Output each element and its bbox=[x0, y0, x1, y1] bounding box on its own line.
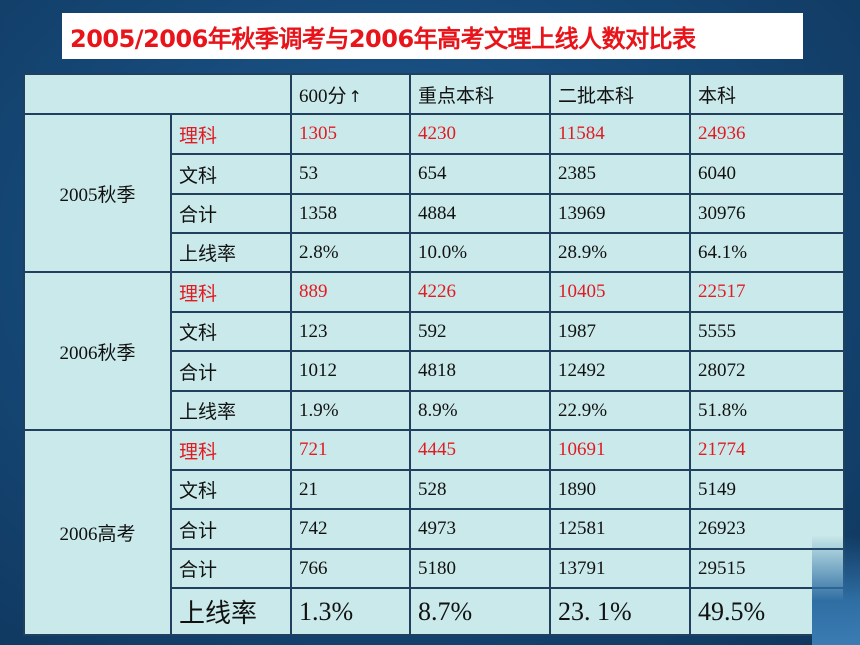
table-cell: 8.9% bbox=[409, 390, 551, 431]
table-cell: 4884 bbox=[409, 193, 551, 234]
table-cell: 21 bbox=[290, 469, 411, 510]
table-row: 上线率 2.8% 10.0% 28.9% 64.1% bbox=[24, 232, 845, 273]
table-cell: 10405 bbox=[549, 271, 691, 313]
table-cell: 28.9% bbox=[549, 232, 691, 273]
table-cell: 592 bbox=[409, 311, 551, 352]
header-key-undergrad: 重点本科 bbox=[409, 73, 551, 115]
header-undergrad: 本科 bbox=[689, 73, 845, 115]
table-row: 2006高考 理科 721 4445 10691 21774 bbox=[23, 429, 845, 636]
table-row: 合计 1358 4884 13969 30976 bbox=[24, 193, 845, 234]
row-label: 上线率 bbox=[170, 232, 292, 273]
table-cell: 5180 bbox=[409, 548, 551, 589]
table-cell: 889 bbox=[290, 271, 411, 313]
table-cell: 53 bbox=[290, 153, 411, 195]
table-row: 2006秋季 理科 889 4226 10405 22517 bbox=[23, 271, 845, 431]
comparison-table: 600分 ↑ 重点本科 二批本科 本科 2005秋季 理科 1305 4230 1… bbox=[23, 73, 845, 636]
title-banner: 2005/2006年秋季调考与2006年高考文理上线人数对比表 bbox=[62, 13, 803, 59]
header-600-cell: 600分 ↑ bbox=[290, 73, 411, 115]
row-label: 理科 bbox=[170, 113, 292, 155]
table-cell: 2385 bbox=[549, 153, 691, 195]
row-label: 合计 bbox=[170, 350, 292, 392]
table-cell: 28072 bbox=[689, 350, 845, 392]
table-cell: 4226 bbox=[409, 271, 551, 313]
table-cell: 11584 bbox=[549, 113, 691, 155]
row-label: 合计 bbox=[170, 508, 292, 550]
table-cell: 4973 bbox=[409, 508, 551, 550]
table-row: 合计 766 5180 13791 29515 bbox=[24, 548, 845, 589]
table-cell: 23. 1% bbox=[549, 587, 691, 636]
group-label: 2006高考 bbox=[23, 429, 172, 636]
row-label: 文科 bbox=[170, 311, 292, 352]
table-cell: 766 bbox=[290, 548, 411, 589]
row-label: 合计 bbox=[170, 193, 292, 234]
table-cell: 1305 bbox=[290, 113, 411, 155]
table-cell: 742 bbox=[290, 508, 411, 550]
table-cell: 1987 bbox=[549, 311, 691, 352]
header-second-batch: 二批本科 bbox=[549, 73, 691, 115]
table-row: 上线率 1.9% 8.9% 22.9% 51.8% bbox=[24, 390, 845, 431]
row-label: 上线率 bbox=[170, 390, 292, 431]
table-cell: 4230 bbox=[409, 113, 551, 155]
table-row: 上线率 1.3% 8.7% 23. 1% 49.5% bbox=[24, 587, 845, 636]
table-cell: 22.9% bbox=[549, 390, 691, 431]
table-cell: 51.8% bbox=[689, 390, 845, 431]
table-row: 文科 123 592 1987 5555 bbox=[24, 311, 845, 352]
row-label: 理科 bbox=[170, 429, 292, 471]
table-cell: 123 bbox=[290, 311, 411, 352]
table-cell: 8.7% bbox=[409, 587, 551, 636]
table-cell: 30976 bbox=[689, 193, 845, 234]
table-cell: 1.9% bbox=[290, 390, 411, 431]
table-cell: 13969 bbox=[549, 193, 691, 234]
group-label: 2005秋季 bbox=[23, 113, 172, 273]
table-cell: 10.0% bbox=[409, 232, 551, 273]
table-cell: 24936 bbox=[689, 113, 845, 155]
table-cell: 6040 bbox=[689, 153, 845, 195]
table-cell: 64.1% bbox=[689, 232, 845, 273]
table-cell: 5555 bbox=[689, 311, 845, 352]
table-row: 合计 742 4973 12581 26923 bbox=[24, 508, 845, 550]
row-label: 文科 bbox=[170, 153, 292, 195]
table-cell: 1.3% bbox=[290, 587, 411, 636]
table-cell: 1012 bbox=[290, 350, 411, 392]
header-corner-cell bbox=[23, 73, 292, 115]
table-cell: 12492 bbox=[549, 350, 691, 392]
table-cell: 654 bbox=[409, 153, 551, 195]
group-label: 2006秋季 bbox=[23, 271, 172, 431]
table-row: 文科 53 654 2385 6040 bbox=[24, 153, 845, 195]
up-arrow-icon: ↑ bbox=[348, 86, 362, 106]
table-row: 2005秋季 理科 1305 4230 11584 24936 bbox=[23, 113, 845, 273]
row-label: 理科 bbox=[170, 271, 292, 313]
table-cell: 2.8% bbox=[290, 232, 411, 273]
page-title: 2005/2006年秋季调考与2006年高考文理上线人数对比表 bbox=[70, 24, 696, 53]
table-cell: 4445 bbox=[409, 429, 551, 471]
table-cell: 10691 bbox=[549, 429, 691, 471]
table-cell: 5149 bbox=[689, 469, 845, 510]
header-row: 600分 ↑ 重点本科 二批本科 本科 bbox=[23, 73, 845, 115]
table-row: 合计 1012 4818 12492 28072 bbox=[24, 350, 845, 392]
corner-decoration bbox=[812, 535, 860, 645]
row-label: 文科 bbox=[170, 469, 292, 510]
row-label: 合计 bbox=[170, 548, 292, 589]
table-cell: 12581 bbox=[549, 508, 691, 550]
row-label: 上线率 bbox=[170, 587, 292, 636]
table-cell: 721 bbox=[290, 429, 411, 471]
table-cell: 1358 bbox=[290, 193, 411, 234]
header-600-label: 600分 bbox=[299, 85, 347, 107]
table-cell: 21774 bbox=[689, 429, 845, 471]
table-cell: 1890 bbox=[549, 469, 691, 510]
table-cell: 4818 bbox=[409, 350, 551, 392]
table-cell: 528 bbox=[409, 469, 551, 510]
table-cell: 22517 bbox=[689, 271, 845, 313]
table-row: 文科 21 528 1890 5149 bbox=[24, 469, 845, 510]
table-cell: 13791 bbox=[549, 548, 691, 589]
